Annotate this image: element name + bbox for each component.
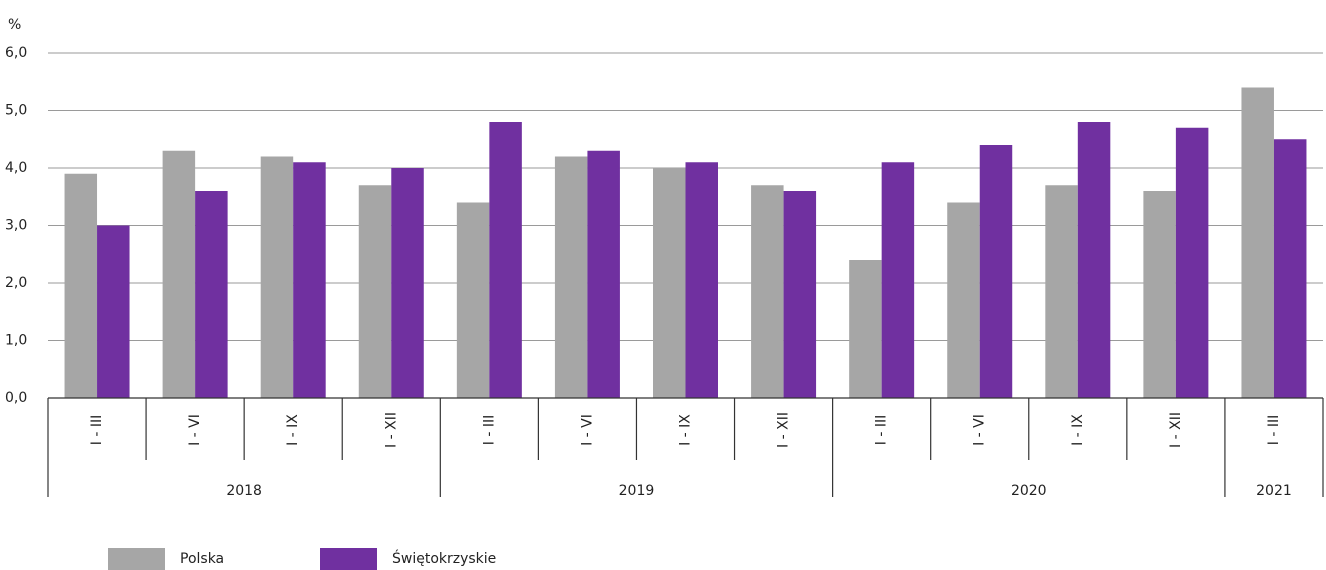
y-axis-label: % xyxy=(8,17,21,33)
bar xyxy=(554,156,588,398)
bar xyxy=(489,122,522,398)
bar xyxy=(1241,87,1274,398)
x-tick-label: I - IX xyxy=(1070,414,1086,446)
x-tick-label: I - VI xyxy=(579,414,595,446)
bar xyxy=(1045,185,1078,398)
y-tick-label: 0,0 xyxy=(5,390,27,406)
y-tick-label: 4,0 xyxy=(5,160,27,176)
y-tick-label: 3,0 xyxy=(5,218,27,234)
legend-label: Świętokrzyskie xyxy=(392,549,496,567)
bar xyxy=(64,173,98,398)
group-label: 2018 xyxy=(226,483,262,499)
bar xyxy=(849,260,882,398)
bar xyxy=(881,162,915,398)
bar xyxy=(293,162,326,398)
bar xyxy=(358,185,392,398)
bar xyxy=(979,145,1013,398)
bar xyxy=(1143,191,1176,398)
group-label: 2019 xyxy=(619,483,655,499)
x-tick-label: I - III xyxy=(874,415,890,445)
x-tick-label: I - IX xyxy=(678,414,694,446)
y-tick-label: 1,0 xyxy=(5,333,27,349)
group-label: 2021 xyxy=(1256,483,1292,499)
bar xyxy=(260,156,294,398)
bar xyxy=(653,168,686,398)
y-tick-label: 6,0 xyxy=(5,45,27,61)
x-tick-label: I - VI xyxy=(187,414,203,446)
bar xyxy=(391,168,424,398)
bar xyxy=(685,162,718,398)
y-tick-label: 2,0 xyxy=(5,275,27,291)
bar xyxy=(97,225,130,398)
x-tick-label: I - III xyxy=(481,415,497,445)
legend-swatch xyxy=(320,548,377,570)
bar xyxy=(195,191,228,398)
bar xyxy=(783,191,817,398)
legend-label: Polska xyxy=(180,551,224,567)
y-tick-label: 5,0 xyxy=(5,103,27,119)
x-tick-label: I - XII xyxy=(776,412,792,448)
bar xyxy=(1273,139,1307,398)
bar xyxy=(456,202,490,398)
x-tick-label: I - III xyxy=(1266,415,1282,445)
x-tick-label: I - IX xyxy=(285,414,301,446)
bar xyxy=(587,150,620,398)
bar xyxy=(1077,122,1111,398)
legend-swatch xyxy=(108,548,165,570)
x-tick-label: I - VI xyxy=(972,414,988,446)
x-tick-label: I - XII xyxy=(1168,412,1184,448)
bar xyxy=(947,202,980,398)
bar xyxy=(751,185,784,398)
x-tick-label: I - XII xyxy=(383,412,399,448)
group-label: 2020 xyxy=(1011,483,1047,499)
bar xyxy=(1175,127,1209,398)
x-tick-label: I - III xyxy=(89,415,105,445)
bar xyxy=(162,150,196,398)
